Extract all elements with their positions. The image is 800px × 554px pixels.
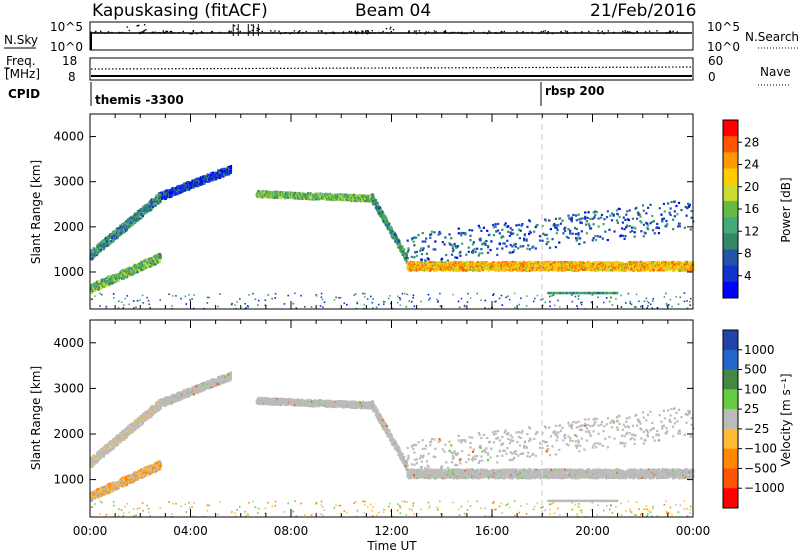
colorbar-tick-label: −100	[744, 442, 777, 456]
colorbar-tick-label: 12	[744, 224, 759, 238]
colorbar-swatch	[723, 448, 738, 469]
y-tick-label: 3000	[53, 175, 84, 189]
nsky-trace	[90, 24, 692, 50]
y-tick-label: 2000	[53, 427, 84, 441]
colorbar-tick-label: −500	[744, 461, 777, 475]
colorbar-swatch	[723, 389, 738, 410]
colorbar-swatch	[723, 265, 738, 283]
y-tick-label: 3000	[53, 381, 84, 395]
x-tick-label: 12:00	[374, 524, 409, 538]
colorbar-tick-label: 500	[744, 363, 767, 377]
colorbar-swatch	[723, 200, 738, 218]
colorbar-swatch	[723, 217, 738, 234]
x-axis-label: Time UT	[366, 539, 417, 553]
nsky-left-tick-top: 10^5	[50, 20, 83, 34]
colorbar-swatch	[723, 428, 738, 450]
colorbar-swatch	[723, 488, 738, 509]
beam-title: Beam 04	[355, 1, 431, 21]
colorbar-tick-label: 28	[744, 135, 759, 149]
y-tick-label: 2000	[53, 220, 84, 234]
power-colorbar-label: Power [dB]	[779, 177, 793, 242]
velocity-y-axis-label: Slant Range [km]	[29, 366, 43, 470]
colorbar-tick-label: 4	[744, 269, 752, 283]
date-title: 21/Feb/2016	[590, 1, 696, 21]
freq-left-tick-bottom: 8	[68, 70, 76, 84]
power-x-ticks	[89, 114, 694, 309]
nsky-right-tick-bottom: 10^0	[707, 40, 740, 54]
x-tick-label: 00:00	[676, 524, 711, 538]
power-colorbar-fill	[723, 120, 738, 299]
colorbar-swatch	[723, 184, 738, 202]
x-tick-label: 04:00	[173, 524, 208, 538]
colorbar-swatch	[723, 468, 738, 489]
velocity-y-ticks: 1000 2000 3000 4000	[53, 336, 693, 487]
colorbar-tick-label: 24	[744, 158, 759, 172]
colorbar-swatch	[723, 349, 738, 371]
x-tick-label: 08:00	[274, 524, 309, 538]
y-tick-label: 4000	[53, 336, 84, 350]
velocity-colorbar: 1000 500 100 25 −25 −100 −500 −1000 Velocity [m…	[722, 329, 793, 509]
freq-panel: Freq. [MHz] 18 8 60 0 Nave	[4, 54, 791, 86]
colorbar-swatch	[723, 249, 738, 267]
velocity-colorbar-fill	[723, 330, 738, 509]
nsky-right-tick-top: 10^5	[707, 20, 740, 34]
velocity-colorbar-label: Velocity [m s⁻¹]	[779, 373, 793, 466]
radar-title: Kapuskasing (fitACF)	[92, 1, 268, 21]
freq-unit-label: [MHz]	[5, 67, 40, 81]
nave-label: Nave	[760, 65, 791, 79]
power-y-axis-label: Slant Range [km]	[29, 160, 43, 264]
colorbar-swatch	[723, 330, 738, 351]
power-scatter	[90, 164, 695, 310]
colorbar-tick-label: 25	[744, 402, 759, 416]
power-colorbar-ticks: 28 24 20 16 12 8 4	[738, 135, 759, 283]
x-tick-label: 20:00	[575, 524, 610, 538]
colorbar-tick-label: 16	[744, 202, 759, 216]
velocity-panel: 1000 2000 3000 4000 Slant Range [km]	[29, 319, 695, 518]
colorbar-swatch	[723, 152, 738, 170]
velocity-colorbar-ticks: 1000 500 100 25 −25 −100 −500 −1000	[738, 343, 785, 495]
colorbar-swatch	[723, 281, 738, 299]
nsky-panel: N.Sky 10^5 10^0 10^5 10^0 N.Search	[4, 20, 799, 54]
colorbar-tick-label: 8	[744, 247, 752, 261]
time-axis-labels: 00:00 04:00 08:00 12:00 16:00 20:00 00:00	[73, 524, 711, 538]
freq-right-tick-top: 60	[708, 54, 723, 68]
velocity-x-ticks	[89, 320, 694, 517]
colorbar-swatch	[723, 120, 738, 137]
nsky-left-tick-bottom: 10^0	[50, 40, 83, 54]
colorbar-swatch	[723, 136, 738, 153]
colorbar-tick-label: −25	[744, 422, 769, 436]
power-panel: 1000 2000 3000 4000 Slant Range [km]	[29, 113, 695, 310]
colorbar-swatch	[723, 168, 738, 186]
freq-right-tick-bottom: 0	[708, 70, 716, 84]
colorbar-tick-label: 1000	[744, 343, 775, 357]
colorbar-swatch	[723, 233, 738, 250]
nsearch-label: N.Search	[745, 30, 799, 44]
colorbar-swatch	[723, 369, 738, 390]
cpid-entry-themis: themis -3300	[95, 93, 184, 107]
colorbar-tick-label: 20	[744, 180, 759, 194]
cpid-panel: CPID themis -3300 rbsp 200	[8, 82, 604, 107]
colorbar-swatch	[723, 409, 738, 430]
freq-left-tick-top: 18	[62, 54, 77, 68]
colorbar-tick-label: −1000	[744, 481, 785, 495]
power-colorbar: 28 24 20 16 12 8 4 Power [dB]	[722, 119, 793, 299]
freq-label: Freq.	[6, 54, 36, 68]
y-tick-label: 1000	[53, 265, 84, 279]
nsky-label: N.Sky	[4, 33, 38, 47]
x-tick-label: 16:00	[475, 524, 510, 538]
velocity-scatter	[90, 371, 695, 518]
colorbar-tick-label: 100	[744, 382, 767, 396]
x-tick-label: 00:00	[73, 524, 108, 538]
y-tick-label: 1000	[53, 473, 84, 487]
y-tick-label: 4000	[53, 130, 84, 144]
power-y-ticks: 1000 2000 3000 4000	[53, 130, 693, 279]
cpid-entry-rbsp: rbsp 200	[545, 84, 604, 98]
cpid-label: CPID	[8, 87, 40, 101]
